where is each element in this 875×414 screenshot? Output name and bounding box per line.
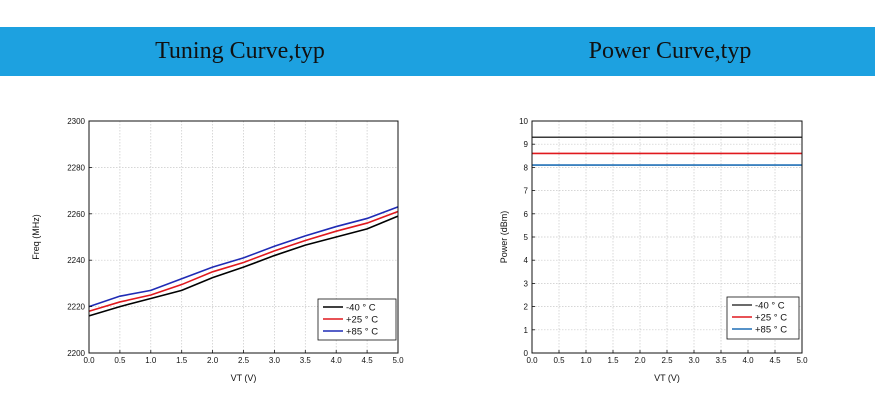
x-tick-label: 3.5 [715, 356, 727, 365]
y-tick-label: 6 [524, 210, 529, 219]
y-tick-label: 2300 [67, 117, 85, 126]
y-tick-label: 2280 [67, 163, 85, 172]
y-tick-label: 1 [524, 326, 529, 335]
y-axis-label: Power (dBm) [499, 211, 509, 264]
x-tick-label: 2.0 [207, 356, 219, 365]
x-tick-label: 0.0 [83, 356, 95, 365]
x-tick-label: 4.5 [362, 356, 374, 365]
x-tick-label: 1.5 [176, 356, 188, 365]
x-tick-label: 0.5 [114, 356, 126, 365]
legend-label: -40 ° C [755, 301, 785, 312]
x-tick-label: 0.5 [553, 356, 565, 365]
x-tick-label: 4.0 [742, 356, 754, 365]
series-line-3 [88, 206, 399, 308]
x-tick-label: 1.0 [145, 356, 157, 365]
x-tick-label: 5.0 [796, 356, 808, 365]
y-tick-label: 2260 [67, 210, 85, 219]
plot-frame [531, 120, 803, 354]
legend-label: +85 ° C [755, 325, 787, 336]
x-tick-label: 5.0 [392, 356, 404, 365]
x-tick-label: 2.5 [238, 356, 250, 365]
y-tick-label: 4 [524, 256, 529, 265]
header-banner: Tuning Curve,typ Power Curve,typ [0, 27, 875, 76]
x-tick-label: 2.0 [634, 356, 646, 365]
y-tick-label: 8 [524, 163, 529, 172]
y-tick-label: 5 [524, 233, 529, 242]
x-tick-label: 3.0 [269, 356, 281, 365]
legend-label: +85 ° C [346, 327, 378, 338]
y-tick-label: 2240 [67, 256, 85, 265]
x-tick-label: 0.0 [526, 356, 538, 365]
series-line-1 [88, 215, 399, 317]
tuning-curve-chart: 0.0 0.5 1.0 1.5 2.0 2.5 3.0 3.5 4.0 4.5 5.0 2200 222… [31, 117, 404, 383]
tuning-curve-title: Tuning Curve,typ [155, 38, 325, 64]
x-tick-label: 1.0 [580, 356, 592, 365]
y-tick-label: 2200 [67, 349, 85, 358]
legend-box [726, 296, 800, 340]
y-axis-label: Freq (MHz) [31, 214, 41, 260]
y-tick-label: 2 [524, 303, 529, 312]
y-tick-label: 0 [524, 349, 529, 358]
power-curve-title: Power Curve,typ [588, 38, 752, 64]
x-axis-label: VT (V) [231, 373, 257, 383]
y-tick-label: 2220 [67, 303, 85, 312]
y-tick-label: 9 [524, 140, 529, 149]
series-line-2 [88, 210, 399, 313]
y-tick-label: 3 [524, 279, 529, 288]
x-tick-label: 3.5 [300, 356, 312, 365]
legend-label: -40 ° C [346, 303, 376, 314]
legend-label: +25 ° C [755, 313, 787, 324]
x-tick-label: 2.5 [661, 356, 673, 365]
legend-label: +25 ° C [346, 315, 378, 326]
x-axis-label: VT (V) [654, 373, 680, 383]
x-tick-label: 4.0 [331, 356, 343, 365]
x-tick-label: 1.5 [607, 356, 619, 365]
x-tick-label: 3.0 [688, 356, 700, 365]
x-tick-label: 4.5 [769, 356, 781, 365]
y-tick-label: 10 [519, 117, 528, 126]
y-tick-label: 7 [524, 187, 529, 196]
